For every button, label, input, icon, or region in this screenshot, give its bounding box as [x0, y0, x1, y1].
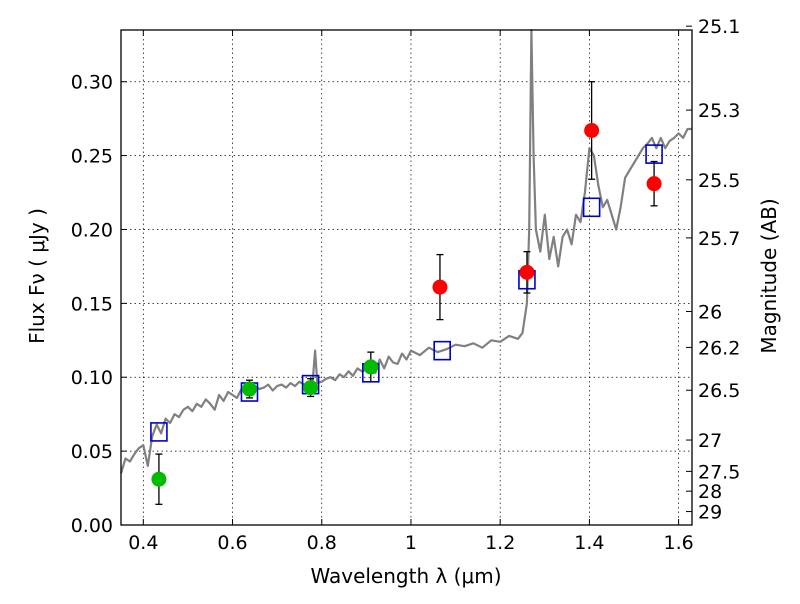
x-tick-label: 0.4 — [128, 532, 158, 554]
y-tick-label: 0.00 — [71, 515, 113, 537]
model-points — [150, 144, 663, 442]
plot-frame — [120, 29, 693, 526]
observed-point — [584, 122, 600, 138]
spectrum — [119, 28, 692, 474]
y-tick-label: 0.20 — [71, 219, 113, 241]
y-tick-label: 0.05 — [71, 441, 113, 463]
right-tick-label: 25.5 — [698, 170, 740, 192]
grid — [121, 30, 692, 526]
x-tick-label: 1 — [405, 532, 417, 554]
x-tick-label: 1.4 — [574, 532, 604, 554]
x-tick-label: 1.2 — [485, 532, 515, 554]
right-tick-label: 25.1 — [698, 16, 740, 38]
x-axis-label: Wavelength λ (μm) — [310, 564, 501, 588]
y-tick-label: 0.15 — [71, 293, 113, 315]
model-point — [150, 422, 168, 442]
spectrum-line — [119, 28, 692, 474]
y-axis-label: Flux Fν ( μJy ) — [25, 208, 49, 344]
right-axis-label: Magnitude (AB) — [757, 198, 781, 353]
observed-points — [151, 122, 662, 487]
model-point — [582, 197, 601, 218]
right-tick-label: 26.2 — [698, 337, 740, 359]
x-tick-label: 1.6 — [664, 532, 694, 554]
right-tick-label: 27 — [698, 430, 722, 452]
observed-point — [646, 176, 662, 192]
right-tick-label: 29 — [698, 502, 722, 524]
x-tick-label: 0.6 — [217, 532, 247, 554]
observed-point — [363, 359, 379, 375]
right-tick-label: 27.5 — [698, 461, 740, 483]
right-tick-label: 25.7 — [698, 228, 740, 250]
observed-point — [432, 279, 448, 295]
model-point — [645, 144, 663, 164]
y-tick-label: 0.30 — [71, 72, 113, 94]
right-tick-label: 28 — [698, 481, 722, 503]
observed-point — [519, 264, 535, 280]
y-tick-label: 0.10 — [71, 367, 113, 389]
observed-point — [241, 381, 257, 397]
observed-point — [303, 380, 319, 396]
observed-point — [151, 471, 167, 487]
y-tick-label: 0.25 — [71, 146, 113, 168]
error-bars — [155, 81, 658, 505]
model-point — [433, 340, 451, 361]
right-tick-label: 26 — [698, 301, 722, 323]
right-tick-label: 25.3 — [698, 100, 740, 122]
ticks: 0.4 0.6 0.8 1 1.2 1.4 1.6 0.00 0.05 0.10 0.15 0.20 0… — [71, 16, 741, 554]
x-tick-label: 0.8 — [307, 532, 337, 554]
right-tick-label: 26.5 — [698, 380, 740, 402]
